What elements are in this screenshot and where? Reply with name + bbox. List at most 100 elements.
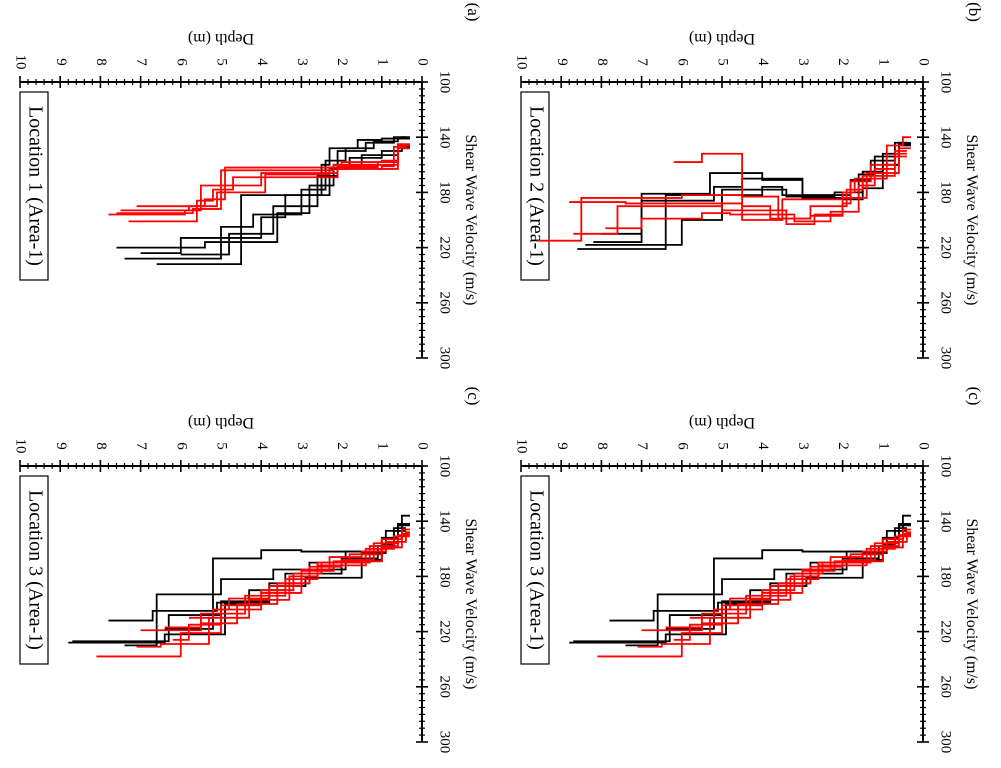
velocity-tick-label: 180	[437, 181, 453, 204]
depth-tick-label: 1	[374, 442, 390, 450]
panel-label: (a)	[464, 3, 483, 22]
profile-red-6	[641, 535, 907, 632]
panel-label: (c)	[965, 387, 984, 406]
chart-svg: 0 1 2 3 4 5 6 7 8 9 10 100 140 180 220 260 300 Depth (m) S…	[514, 2, 984, 370]
depth-tick-label: 8	[93, 58, 109, 66]
panel-label: (c)	[464, 387, 483, 406]
location-label-box	[19, 91, 49, 281]
velocity-tick-label: 180	[938, 181, 954, 204]
depth-tick-label: 4	[755, 442, 771, 450]
depth-tick-label: 9	[554, 442, 570, 450]
depth-tick-label: 0	[415, 58, 431, 66]
profile-red-1	[96, 531, 410, 658]
panel-c-right: 0 1 2 3 4 5 6 7 8 9 10 100 140 180 220 260 300 Depth (m) S…	[501, 384, 1001, 768]
location-label: Location 3 (Area-1)	[24, 490, 46, 650]
velocity-tick-label: 100	[437, 71, 453, 94]
chart-svg: 0 1 2 3 4 5 6 7 8 9 10 100 140 180 220 260 300 Depth (m) S…	[13, 3, 483, 370]
velocity-tick-label: 180	[437, 565, 453, 588]
profile-red-2	[637, 528, 911, 648]
velocity-tick-label: 220	[938, 620, 954, 643]
depth-tick-label: 2	[835, 58, 851, 66]
velocity-tick-label: 260	[938, 676, 954, 699]
velocity-axis-title: Shear Wave Velocity (m/s)	[963, 519, 980, 690]
panel-c-left: 0 1 2 3 4 5 6 7 8 9 10 100 140 180 220 260 300 Depth (m) S…	[0, 384, 500, 768]
profile-black-1	[164, 514, 410, 630]
profile-red-5	[573, 147, 911, 235]
profile-black-1	[156, 136, 410, 266]
depth-tick-label: 0	[916, 58, 932, 66]
profile-black-2	[124, 137, 410, 260]
location-label-box	[520, 91, 550, 281]
profile-red-2	[537, 150, 907, 242]
velocity-axis-title: Shear Wave Velocity (m/s)	[462, 135, 479, 306]
panel-a: 0 1 2 3 4 5 6 7 8 9 10 100 140 180 220 260 300 Depth (m) S…	[0, 0, 500, 384]
velocity-tick-label: 300	[437, 731, 453, 754]
velocity-tick-label: 100	[938, 71, 954, 94]
depth-tick-label: 7	[634, 58, 650, 66]
depth-tick-label: 4	[254, 442, 270, 450]
depth-tick-label: 4	[254, 58, 270, 66]
depth-tick-label: 1	[374, 58, 390, 66]
depth-tick-label: 0	[916, 442, 932, 450]
profile-red-6	[140, 535, 406, 632]
depth-tick-label: 5	[715, 442, 731, 450]
depth-tick-label: 3	[795, 442, 811, 450]
velocity-tick-label: 300	[938, 347, 954, 370]
depth-tick-label: 10	[13, 55, 29, 70]
profile-black-3	[573, 527, 907, 643]
depth-axis-title: Depth (m)	[689, 414, 755, 431]
depth-tick-label: 3	[294, 442, 310, 450]
depth-tick-label: 7	[634, 442, 650, 450]
location-label: Location 1 (Area-1)	[24, 106, 46, 266]
location-label-box	[19, 475, 49, 665]
depth-tick-label: 2	[334, 442, 350, 450]
depth-tick-label: 8	[594, 442, 610, 450]
depth-tick-label: 10	[514, 439, 530, 454]
velocity-tick-label: 300	[437, 347, 453, 370]
depth-tick-label: 0	[415, 442, 431, 450]
depth-tick-label: 9	[53, 442, 69, 450]
panel-label: (b)	[965, 2, 984, 22]
profile-black-1	[665, 514, 911, 630]
velocity-tick-label: 100	[938, 455, 954, 478]
depth-tick-label: 5	[214, 58, 230, 66]
velocity-tick-label: 260	[437, 676, 453, 699]
depth-tick-label: 1	[875, 442, 891, 450]
profile-red-4	[172, 535, 410, 641]
depth-tick-label: 2	[835, 442, 851, 450]
depth-axis-title: Depth (m)	[689, 30, 755, 47]
location-label: Location 2 (Area-1)	[525, 106, 547, 266]
velocity-tick-label: 180	[938, 565, 954, 588]
depth-tick-label: 3	[294, 58, 310, 66]
profile-red-4	[673, 535, 911, 641]
depth-tick-label: 3	[795, 58, 811, 66]
velocity-tick-label: 260	[437, 292, 453, 315]
velocity-tick-label: 140	[437, 510, 453, 533]
location-label-box	[520, 475, 550, 665]
depth-tick-label: 8	[594, 58, 610, 66]
depth-axis-title: Depth (m)	[188, 414, 254, 431]
velocity-axis-title: Shear Wave Velocity (m/s)	[963, 135, 980, 306]
velocity-tick-label: 140	[437, 126, 453, 149]
velocity-tick-label: 220	[938, 236, 954, 259]
panel-b: 0 1 2 3 4 5 6 7 8 9 10 100 140 180 220 260 300 Depth (m) S…	[501, 0, 1001, 384]
profile-red-3	[164, 534, 410, 629]
profile-black-5	[116, 145, 410, 249]
depth-tick-label: 4	[755, 58, 771, 66]
profile-red-1	[673, 136, 911, 221]
depth-tick-label: 5	[214, 442, 230, 450]
profile-black-4	[68, 529, 406, 644]
depth-tick-label: 9	[554, 58, 570, 66]
velocity-tick-label: 100	[437, 455, 453, 478]
profile-red-3	[605, 152, 907, 230]
profile-red-1	[597, 531, 911, 658]
depth-tick-label: 7	[133, 58, 149, 66]
profile-red-2	[136, 528, 410, 648]
profile-black-3	[72, 527, 406, 643]
depth-tick-label: 10	[13, 439, 29, 454]
profile-red-5	[120, 147, 410, 212]
velocity-tick-label: 260	[938, 292, 954, 315]
depth-axis-title: Depth (m)	[188, 30, 254, 47]
depth-tick-label: 6	[674, 58, 690, 66]
depth-tick-label: 10	[514, 55, 530, 70]
